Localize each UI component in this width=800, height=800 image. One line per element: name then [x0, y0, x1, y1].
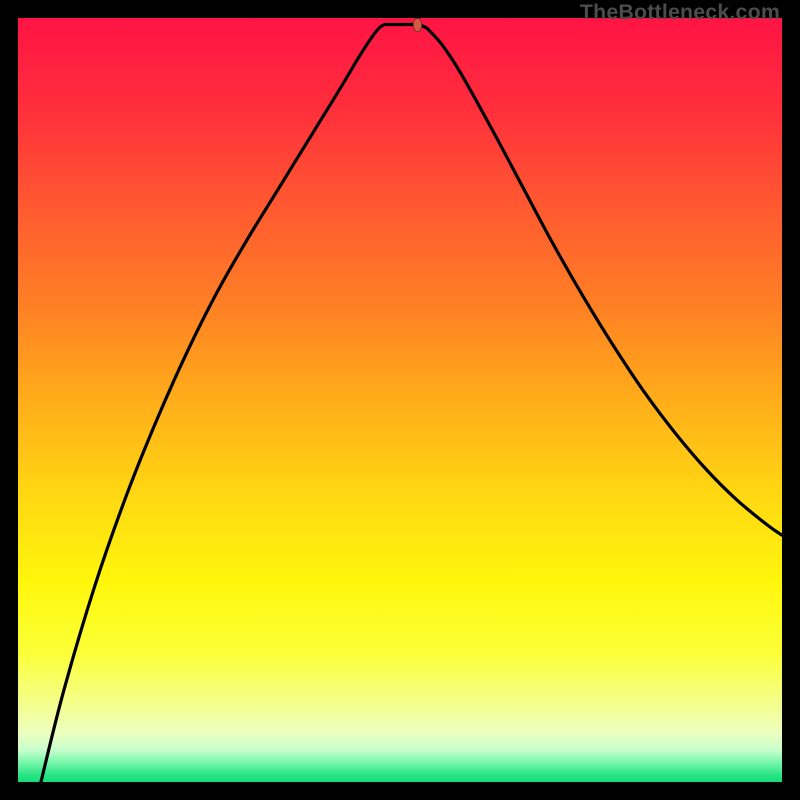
watermark-text: TheBottleneck.com [580, 0, 780, 25]
plot-area [18, 18, 782, 782]
chart-stage: TheBottleneck.com [0, 0, 800, 800]
optimum-marker [413, 18, 422, 32]
gradient-background [18, 18, 782, 782]
